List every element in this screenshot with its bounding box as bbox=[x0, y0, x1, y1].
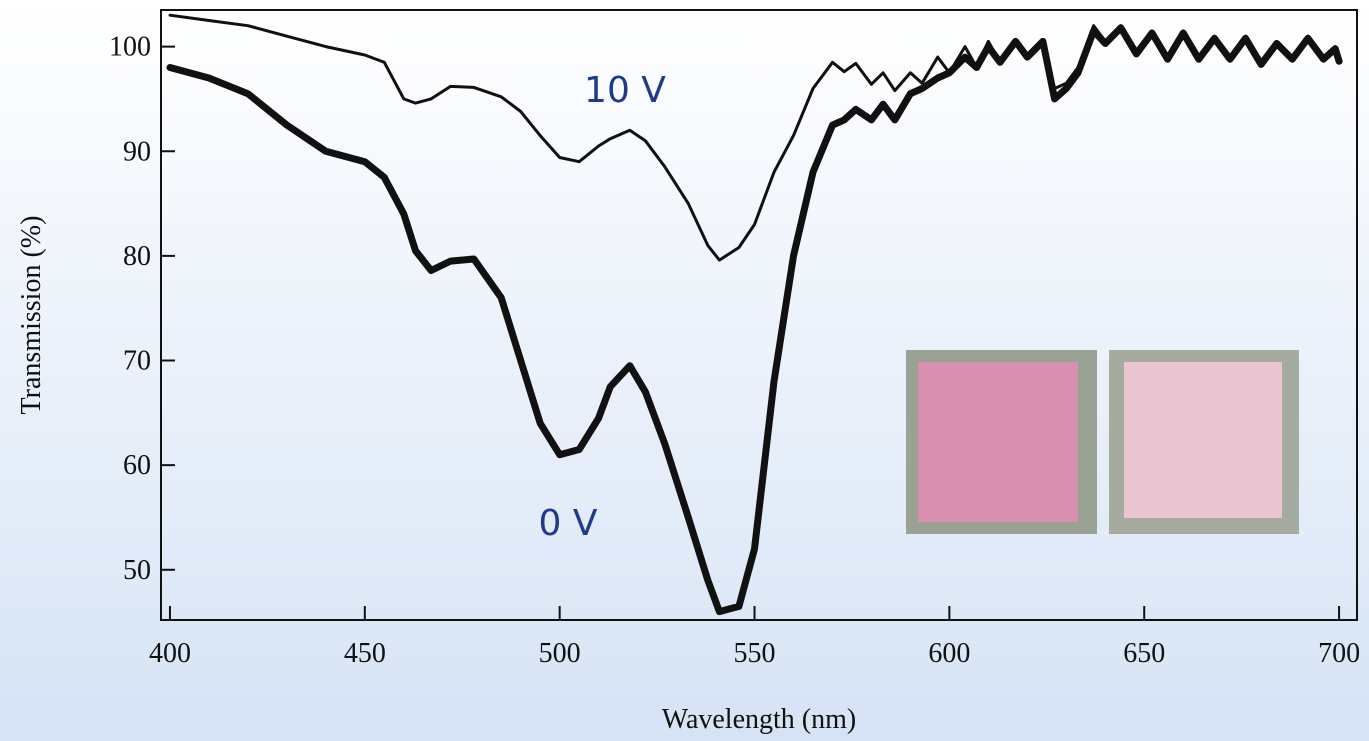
photo-sample bbox=[918, 362, 1078, 522]
x-tick-label: 600 bbox=[928, 638, 970, 669]
y-tick-label: 70 bbox=[123, 346, 151, 377]
photo-sample bbox=[1124, 362, 1282, 518]
x-tick-label: 550 bbox=[734, 638, 776, 669]
y-axis-label: Transmission (%) bbox=[16, 216, 47, 415]
y-tick-label: 60 bbox=[123, 450, 151, 481]
x-tick-label: 400 bbox=[149, 638, 191, 669]
x-tick-label: 700 bbox=[1318, 638, 1360, 669]
y-tick-label: 50 bbox=[123, 555, 151, 586]
inset-photos bbox=[906, 350, 1299, 534]
series-line bbox=[166, 24, 1343, 616]
x-tick-label: 650 bbox=[1123, 638, 1165, 669]
x-axis-label: Wavelength (nm) bbox=[662, 704, 856, 735]
series-label: 0 V bbox=[539, 503, 598, 544]
plot-frame bbox=[160, 9, 1358, 621]
x-tick-label: 450 bbox=[344, 638, 386, 669]
y-tick-label: 80 bbox=[123, 241, 151, 272]
x-tick-label: 500 bbox=[539, 638, 581, 669]
y-tick-label: 90 bbox=[123, 136, 151, 167]
series-label: 10 V bbox=[584, 70, 666, 111]
y-tick-label: 100 bbox=[109, 32, 151, 63]
